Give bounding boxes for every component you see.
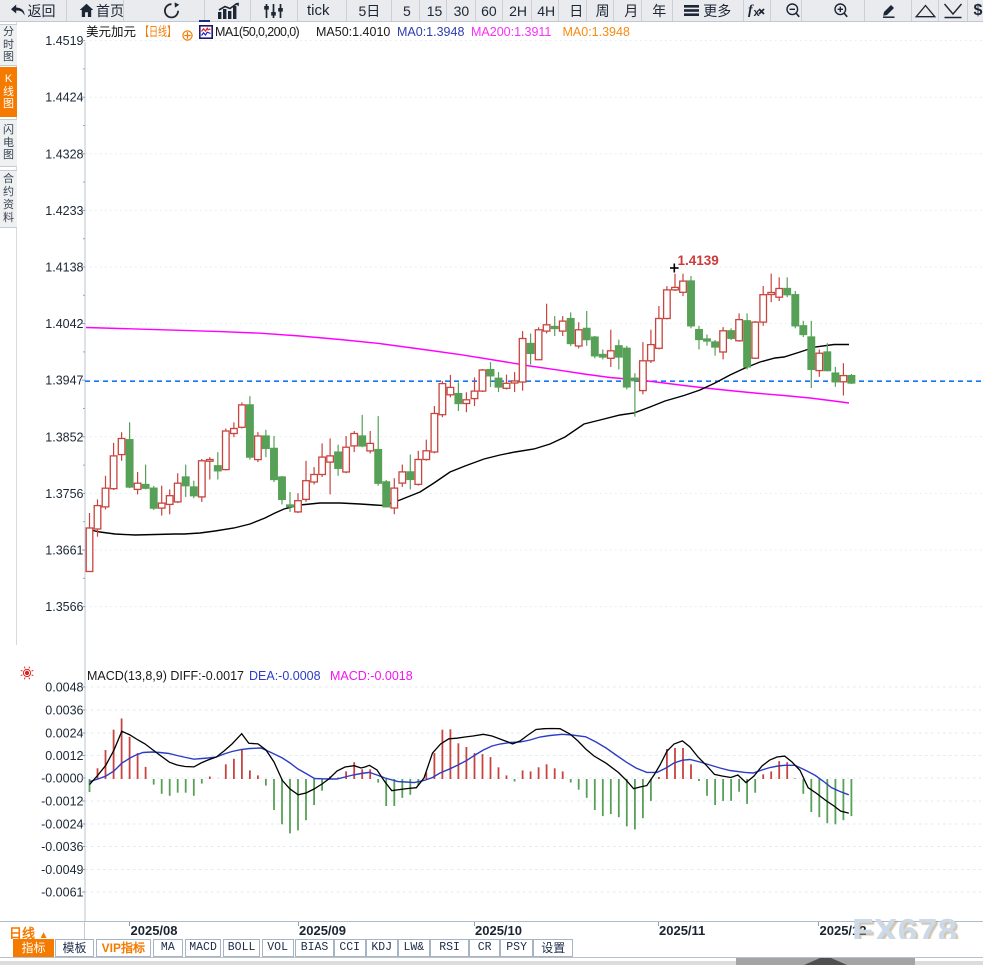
- svg-text:-0.0000: -0.0000: [41, 772, 83, 786]
- svg-text:MACD:-0.0018: MACD:-0.0018: [330, 669, 413, 683]
- svg-text:-0.0024: -0.0024: [41, 818, 83, 832]
- svg-text:x: x: [754, 7, 761, 19]
- svg-text:-0.0012: -0.0012: [41, 795, 83, 809]
- svg-text:1.3947: 1.3947: [45, 374, 83, 388]
- svg-text:1.4138: 1.4138: [45, 261, 83, 275]
- svg-text:0.0036: 0.0036: [45, 704, 83, 718]
- svg-text:1.4519: 1.4519: [45, 34, 83, 48]
- svg-text:1.3661: 1.3661: [45, 544, 83, 558]
- svg-text:-0.0061: -0.0061: [41, 886, 83, 900]
- svg-text:1.4042: 1.4042: [45, 317, 83, 331]
- svg-text:MACD(13,8,9) DIFF:-0.0017: MACD(13,8,9) DIFF:-0.0017: [87, 669, 244, 683]
- svg-text:1.3852: 1.3852: [45, 430, 83, 444]
- svg-text:1.4139: 1.4139: [678, 253, 719, 268]
- svg-text:1.3756: 1.3756: [45, 487, 83, 501]
- svg-text:DEA:-0.0008: DEA:-0.0008: [249, 669, 321, 683]
- svg-text:f: f: [748, 3, 754, 18]
- svg-text:0.0048: 0.0048: [45, 681, 83, 695]
- svg-text:0.0024: 0.0024: [45, 727, 83, 741]
- svg-text:1.4328: 1.4328: [45, 147, 83, 161]
- svg-text:1.4424: 1.4424: [45, 91, 83, 105]
- svg-text:0.0012: 0.0012: [45, 749, 83, 763]
- svg-text:1.4233: 1.4233: [45, 204, 83, 218]
- svg-text:-0.0049: -0.0049: [41, 863, 83, 877]
- svg-text:1.3566: 1.3566: [45, 600, 83, 614]
- svg-text:-0.0036: -0.0036: [41, 840, 83, 854]
